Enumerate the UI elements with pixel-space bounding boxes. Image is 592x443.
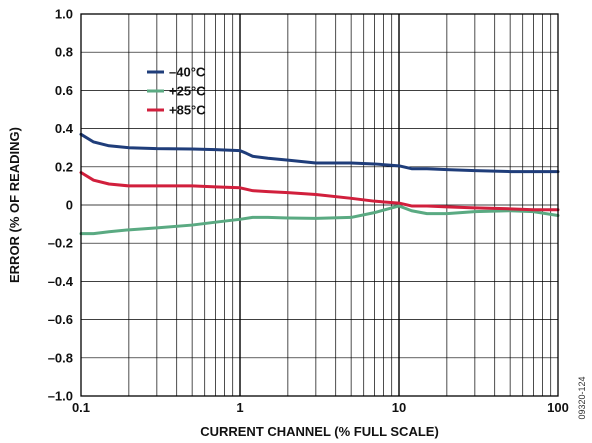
- legend-label: +85°C: [169, 103, 206, 118]
- x-tick-labels: 0.1 1 10 100: [72, 400, 569, 415]
- legend-label: +25°C: [169, 84, 206, 99]
- x-tick-label: 0.1: [72, 400, 90, 415]
- series-line-3: [79, 171, 560, 212]
- legend: –40°C +25°C +85°C: [147, 65, 206, 118]
- y-tick-label: –1.0: [48, 389, 73, 404]
- y-tick-label: –0.2: [48, 236, 73, 251]
- figure-id: 09320-124: [577, 376, 587, 419]
- x-tick-label: 10: [392, 400, 406, 415]
- legend-label: –40°C: [169, 65, 206, 80]
- x-axis-title: CURRENT CHANNEL (% FULL SCALE): [200, 424, 439, 439]
- data-series: [79, 132, 560, 236]
- y-tick-labels: 1.0 0.8 0.6 0.4 0.2 0 –0.2 –0.4 –0.6 –0.8 –1.0: [48, 7, 74, 404]
- y-tick-label: –0.8: [48, 350, 73, 365]
- y-tick-label: 1.0: [55, 7, 73, 22]
- y-tick-label: 0.2: [55, 159, 73, 174]
- y-tick-label: 0: [66, 198, 73, 213]
- x-tick-label: 1: [236, 400, 243, 415]
- y-axis-title: ERROR (% OF READING): [7, 127, 22, 283]
- series-line-2: [79, 204, 560, 236]
- y-tick-label: 0.6: [55, 83, 73, 98]
- y-tick-label: 0.8: [55, 45, 73, 60]
- plot-frame: [80, 13, 559, 397]
- y-tick-label: –0.6: [48, 312, 73, 327]
- y-tick-label: –0.4: [48, 274, 74, 289]
- x-tick-label: 100: [547, 400, 569, 415]
- y-tick-label: 0.4: [55, 121, 74, 136]
- series-line-1: [79, 132, 560, 174]
